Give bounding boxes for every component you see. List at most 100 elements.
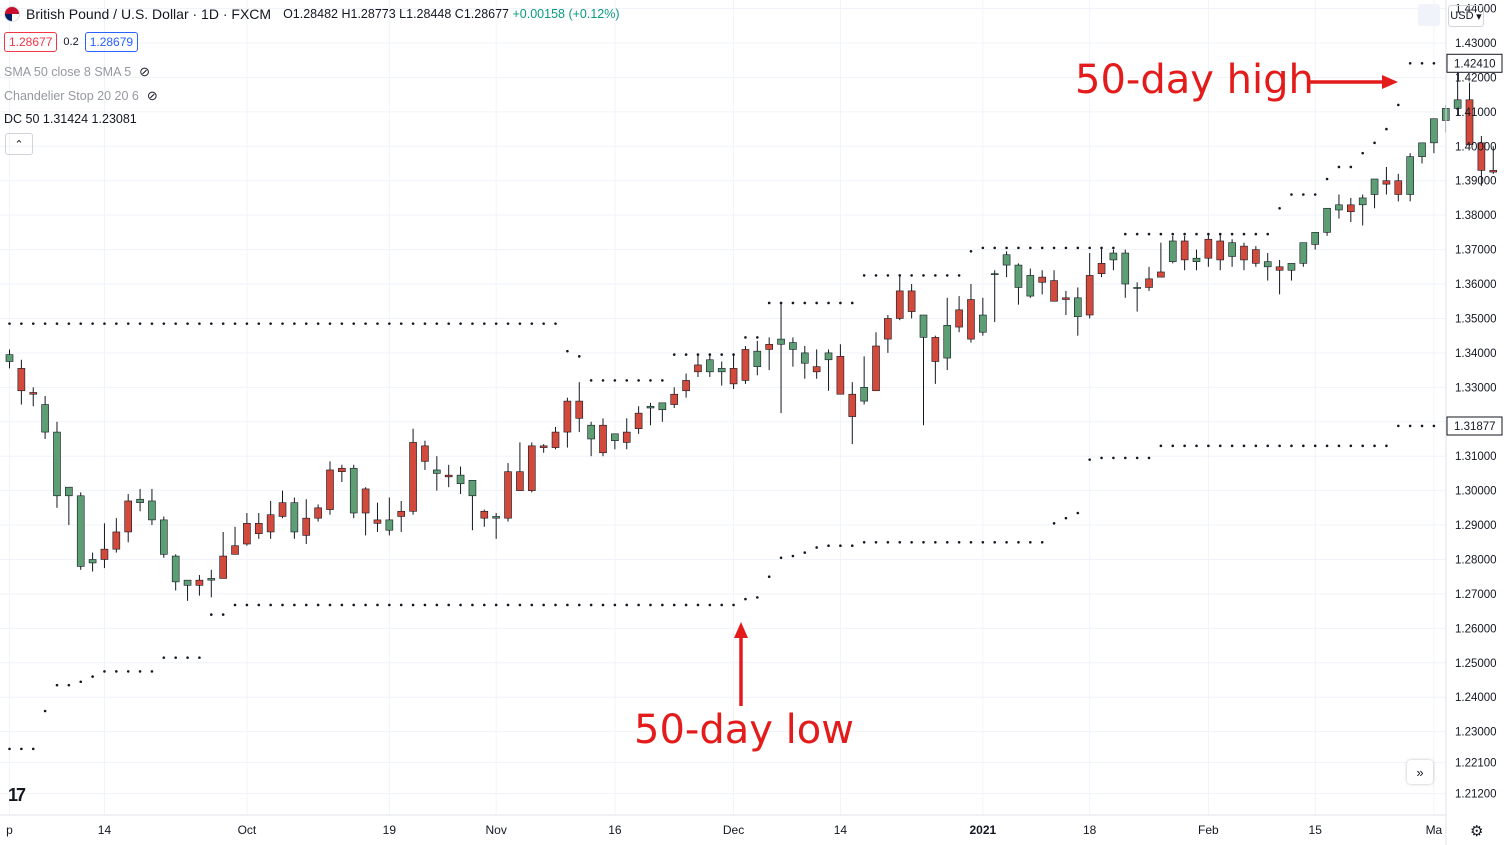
- dc-lower-dot: [103, 670, 106, 673]
- candle-body: [53, 431, 61, 497]
- dc-upper-dot: [79, 322, 83, 325]
- annotations: 50-day high 50-day low: [634, 57, 1398, 753]
- dc-lower-dot: [91, 675, 94, 678]
- scroll-to-realtime-button[interactable]: »: [1407, 760, 1433, 784]
- dc-lower-dot: [269, 603, 272, 607]
- candle: [385, 497, 394, 536]
- candle-body: [373, 519, 382, 524]
- candle: [1299, 242, 1308, 267]
- tradingview-logo[interactable]: 17: [8, 785, 26, 805]
- candle: [812, 349, 821, 379]
- candle: [480, 509, 489, 527]
- dc-lower-dot: [637, 603, 640, 607]
- candle: [1323, 207, 1331, 236]
- candle: [1228, 239, 1236, 267]
- candle: [670, 387, 679, 408]
- indicator-label: SMA 50 close 8 SMA 5: [4, 65, 132, 79]
- dc-lower-dot: [1123, 456, 1127, 460]
- indicator-donchian[interactable]: DC 50 1.31424 1.23081: [4, 112, 137, 126]
- x-tick-label: 2021: [969, 823, 996, 837]
- candle: [492, 513, 500, 539]
- candle-body: [1489, 170, 1498, 173]
- time-axis[interactable]: p 14 Oct 19 Nov 16 Dec 14 2021 18 Feb 15 Ma: [6, 823, 1442, 837]
- candle: [800, 346, 809, 379]
- x-tick-label: 19: [383, 823, 397, 837]
- candle: [65, 486, 73, 526]
- candle-body: [634, 412, 643, 429]
- dc-upper-dot: [1278, 206, 1281, 210]
- candle-body: [907, 290, 916, 312]
- dc-upper-dot: [874, 274, 878, 277]
- candle: [895, 275, 904, 321]
- candle: [1002, 251, 1011, 278]
- dc-upper-dot: [862, 274, 866, 277]
- dc-upper-dot: [542, 322, 545, 325]
- dc-lower-dot: [316, 603, 320, 607]
- symbol-title[interactable]: British Pound / U.S. Dollar · 1D · FXCM: [26, 6, 272, 22]
- dc-upper-dot: [637, 379, 640, 382]
- dc-lower-dot: [1195, 444, 1198, 448]
- chart-corner-button[interactable]: [1418, 4, 1440, 26]
- candle-body: [444, 474, 453, 478]
- dc-lower-dot: [1088, 458, 1091, 461]
- candle: [765, 337, 773, 371]
- dc-lower-dot: [815, 546, 818, 549]
- dc-upper-dot: [459, 322, 462, 325]
- candle-body: [563, 400, 572, 433]
- candle-body: [1382, 180, 1391, 185]
- candle-body: [1299, 242, 1308, 264]
- candle: [1062, 290, 1070, 316]
- candle-body: [361, 488, 370, 514]
- candle: [278, 490, 287, 519]
- dc-upper-dot: [803, 301, 807, 305]
- sell-button[interactable]: 1.28677: [4, 32, 58, 52]
- dc-lower-dot: [1112, 456, 1115, 460]
- candle-body: [646, 405, 655, 409]
- price-label-text: 1.31877: [1454, 421, 1496, 433]
- candle: [860, 356, 868, 405]
- symbol-legend[interactable]: British Pound / U.S. Dollar · 1D · FXCM …: [4, 6, 620, 22]
- candle: [1097, 247, 1106, 278]
- arrow-head: [1382, 75, 1398, 89]
- indicator-chandelier[interactable]: Chandelier Stop 20 20 6 ⊘: [4, 88, 158, 104]
- candle-body: [979, 314, 987, 333]
- dc-lower-dot: [803, 551, 807, 554]
- y-tick-label: 1.27000: [1455, 589, 1497, 601]
- price-axis[interactable]: 1.44000 1.43000 1.42000 1.41000 1.40000 1.390…: [1455, 4, 1497, 801]
- candle-body: [338, 467, 346, 472]
- indicator-sma[interactable]: SMA 50 close 8 SMA 5 ⊘: [4, 64, 150, 80]
- candle: [634, 406, 643, 434]
- eye-crossed-icon[interactable]: ⊘: [146, 88, 158, 103]
- candle-body: [622, 431, 631, 443]
- dc-lower-dot: [1396, 424, 1400, 428]
- candle: [717, 361, 726, 386]
- eye-crossed-icon[interactable]: ⊘: [139, 64, 151, 79]
- open-value: O1.28482: [283, 7, 338, 21]
- candle-body: [1192, 257, 1201, 262]
- dc-lower-dot: [186, 656, 189, 659]
- candle: [1477, 135, 1486, 186]
- candle-body: [812, 366, 821, 373]
- currency-selector[interactable]: USD ▾: [1448, 5, 1484, 27]
- candle-body: [1038, 276, 1046, 283]
- candle: [433, 456, 441, 491]
- dc-lower-dot: [471, 603, 474, 607]
- dc-lower-dot: [1005, 540, 1008, 544]
- candle-body: [1430, 118, 1438, 144]
- dc-upper-dot: [245, 322, 249, 325]
- candle: [160, 516, 168, 558]
- candle-body: [1453, 99, 1462, 109]
- candle: [1157, 242, 1165, 278]
- y-tick-label: 1.34000: [1455, 348, 1497, 360]
- high-value: H1.28773: [341, 7, 396, 21]
- dc-lower-dot: [684, 603, 688, 607]
- dc-lower-dot: [221, 613, 225, 616]
- x-tick-label: 16: [608, 823, 622, 837]
- candle: [1394, 173, 1403, 202]
- gear-icon[interactable]: ⚙: [1470, 823, 1484, 840]
- collapse-legend-button[interactable]: ⌃: [5, 133, 33, 155]
- buy-button[interactable]: 1.28679: [84, 32, 139, 52]
- candle-body: [884, 318, 892, 340]
- dc-upper-dot: [388, 322, 391, 325]
